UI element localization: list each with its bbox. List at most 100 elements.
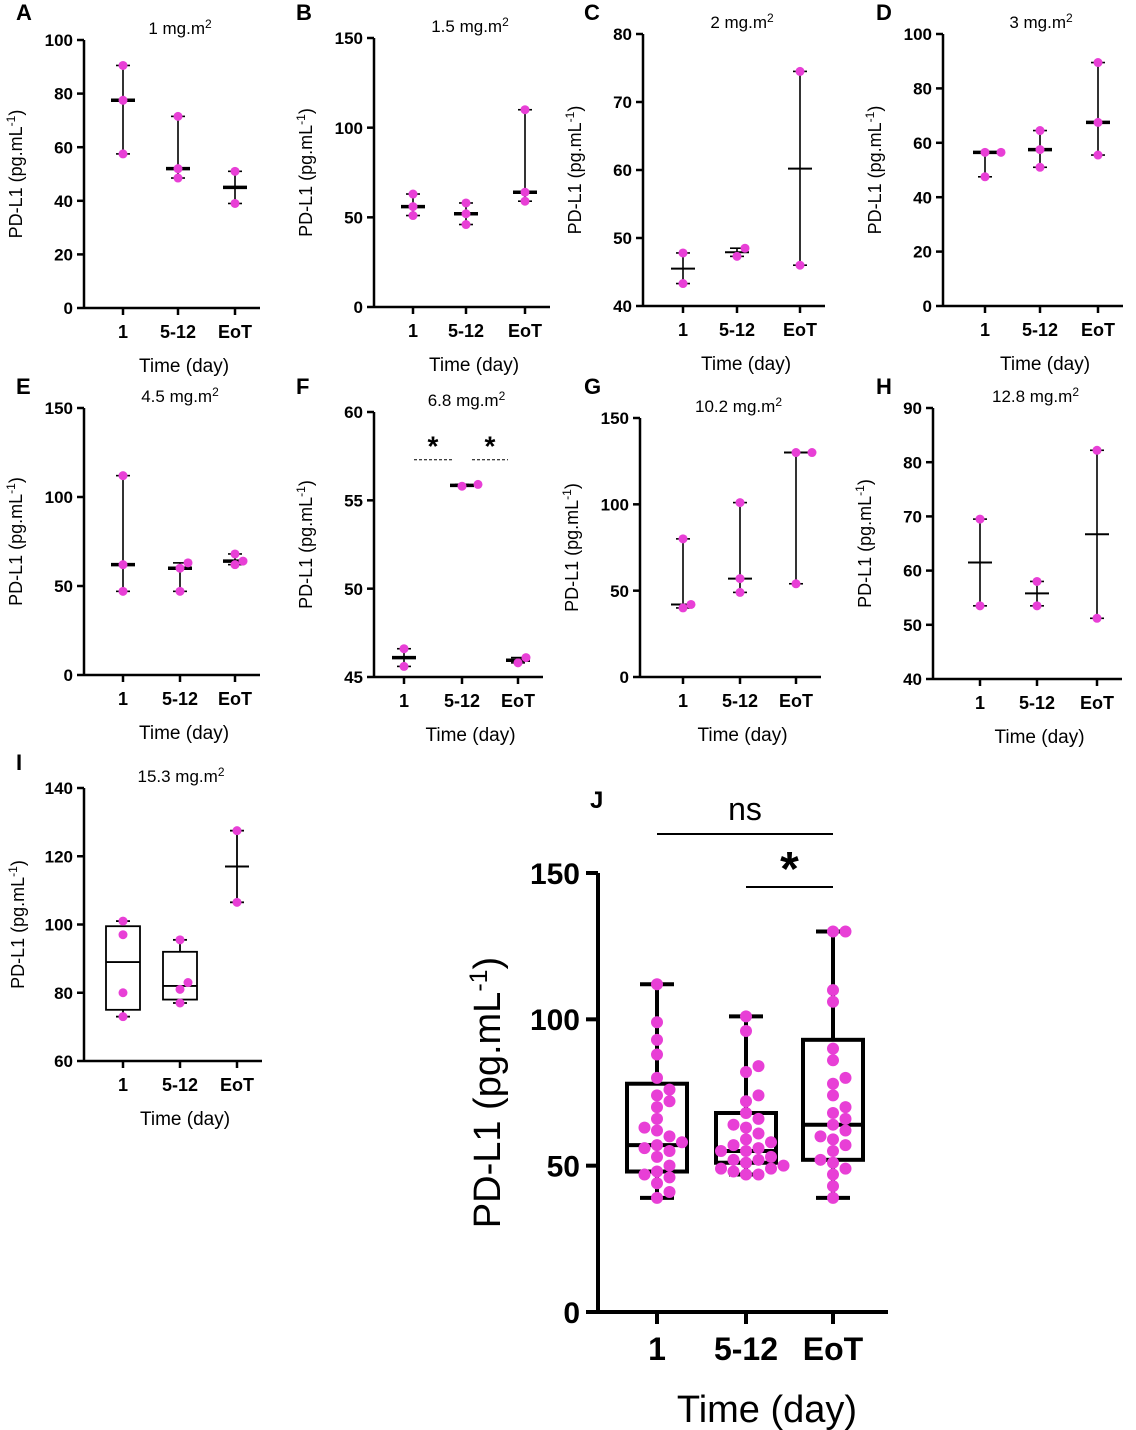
data-point: [663, 1159, 676, 1172]
data-point: [461, 220, 471, 230]
panel-title-superscript: 2: [767, 11, 774, 25]
y-tick-label: 150: [335, 29, 363, 48]
data-point: [740, 1133, 752, 1146]
data-point: [651, 1101, 663, 1114]
data-point: [651, 1016, 663, 1029]
series-EoT: [784, 448, 817, 589]
data-point: [520, 187, 530, 197]
y-axis-title-text: PD-L1 (pg.mL: [562, 500, 582, 612]
data-point: [651, 1048, 663, 1061]
data-point: [521, 653, 531, 663]
data-point: [827, 1145, 839, 1158]
data-point: [740, 1106, 752, 1119]
panel-title-text: 3 mg.m: [1009, 13, 1066, 32]
y-axis-title-superscript: -1: [465, 969, 493, 991]
data-point: [1032, 576, 1042, 586]
y-tick-label: 80: [903, 453, 922, 472]
data-point: [740, 1095, 752, 1108]
data-point: [408, 202, 418, 212]
series-EoT: [223, 549, 248, 570]
y-tick-label: 100: [601, 495, 629, 514]
panel-c: C 2 mg.m2 40 50 60 70 80 1 5-12 EoT Time (day) PD-L…: [563, 0, 825, 375]
y-tick-label: 60: [913, 134, 932, 153]
y-tick-label: 55: [344, 491, 363, 510]
panel-title-superscript: 2: [1066, 11, 1073, 25]
data-point: [651, 1191, 663, 1204]
data-point: [740, 243, 750, 253]
data-point: [839, 1139, 852, 1152]
x-category-label: EoT: [803, 1331, 864, 1367]
significance-label: *: [428, 431, 439, 462]
data-point: [740, 1025, 752, 1038]
y-axis-title-tail: ): [6, 477, 26, 483]
y-tick-label: 50: [344, 208, 363, 227]
y-axis-title-text: PD-L1 (pg.mL: [565, 122, 585, 234]
x-category-label: 5-12: [722, 691, 758, 711]
x-axis-title: Time (day): [139, 723, 229, 744]
x-axis-title: Time (day): [677, 1389, 857, 1430]
data-point: [520, 196, 530, 206]
data-point: [735, 587, 745, 597]
series-EoT: [223, 166, 247, 208]
data-point: [651, 1150, 663, 1163]
data-point: [663, 1171, 676, 1184]
panel-title-superscript: 2: [205, 17, 212, 31]
y-tick-label: 80: [54, 984, 73, 1003]
x-category-label: 1: [118, 689, 128, 709]
series-1: [105, 916, 141, 1022]
x-category-label: 1: [118, 322, 128, 342]
data-point: [651, 1124, 663, 1137]
y-tick-label: 0: [923, 297, 932, 316]
data-point: [827, 1054, 839, 1067]
data-point: [827, 984, 839, 997]
x-category-label: 1: [975, 693, 985, 713]
y-tick-label: 90: [903, 399, 922, 418]
panel-title: 10.2 mg.m2: [695, 395, 782, 416]
data-point: [752, 1112, 765, 1125]
y-tick-label: 60: [903, 562, 922, 581]
series-5-12: [166, 111, 190, 183]
y-axis-title-text: PD-L1 (pg.mL: [8, 877, 28, 989]
data-point: [663, 1145, 676, 1158]
data-point: [232, 826, 242, 836]
data-point: [839, 1071, 852, 1084]
data-point: [827, 925, 839, 938]
x-category-label: 5-12: [162, 1075, 198, 1095]
data-point: [230, 560, 240, 570]
x-category-label: 5-12: [1019, 693, 1055, 713]
series-EoT: [513, 105, 537, 206]
data-point: [715, 1145, 727, 1158]
data-point: [839, 1101, 852, 1114]
x-category-label: EoT: [508, 321, 542, 341]
data-point: [651, 1139, 663, 1152]
data-point: [740, 1010, 752, 1023]
y-tick-label: 60: [344, 403, 363, 422]
x-axis-title: Time (day): [701, 354, 791, 375]
data-point: [740, 1145, 752, 1158]
data-point: [651, 1112, 663, 1125]
data-point: [765, 1150, 777, 1163]
y-axis-title-tail: ): [467, 957, 509, 970]
panel-j: J 0 50 100 150 1 5-12 EoT Time (day) PD-L1 (pg.mL…: [465, 787, 888, 1430]
y-tick-label: 45: [344, 668, 363, 687]
series-1: [401, 189, 425, 221]
data-point: [651, 1177, 663, 1190]
y-tick-label: 80: [913, 80, 932, 99]
y-tick-label: 20: [913, 243, 932, 262]
data-point: [807, 448, 817, 458]
x-axis-title: Time (day): [140, 1109, 230, 1130]
panel-title-text: 15.3 mg.m: [138, 767, 218, 786]
significance-label: ns: [728, 791, 762, 827]
y-axis-title-tail: ): [8, 860, 28, 866]
y-axis-title-superscript: -1: [863, 111, 877, 122]
data-point: [827, 1133, 839, 1146]
panel-letter-c: C: [584, 0, 600, 25]
data-point: [461, 198, 471, 208]
x-category-label: 5-12: [719, 320, 755, 340]
data-point: [230, 549, 240, 559]
y-tick-label: 60: [54, 138, 73, 157]
y-tick-label: 0: [354, 298, 363, 317]
data-point: [752, 1089, 765, 1102]
